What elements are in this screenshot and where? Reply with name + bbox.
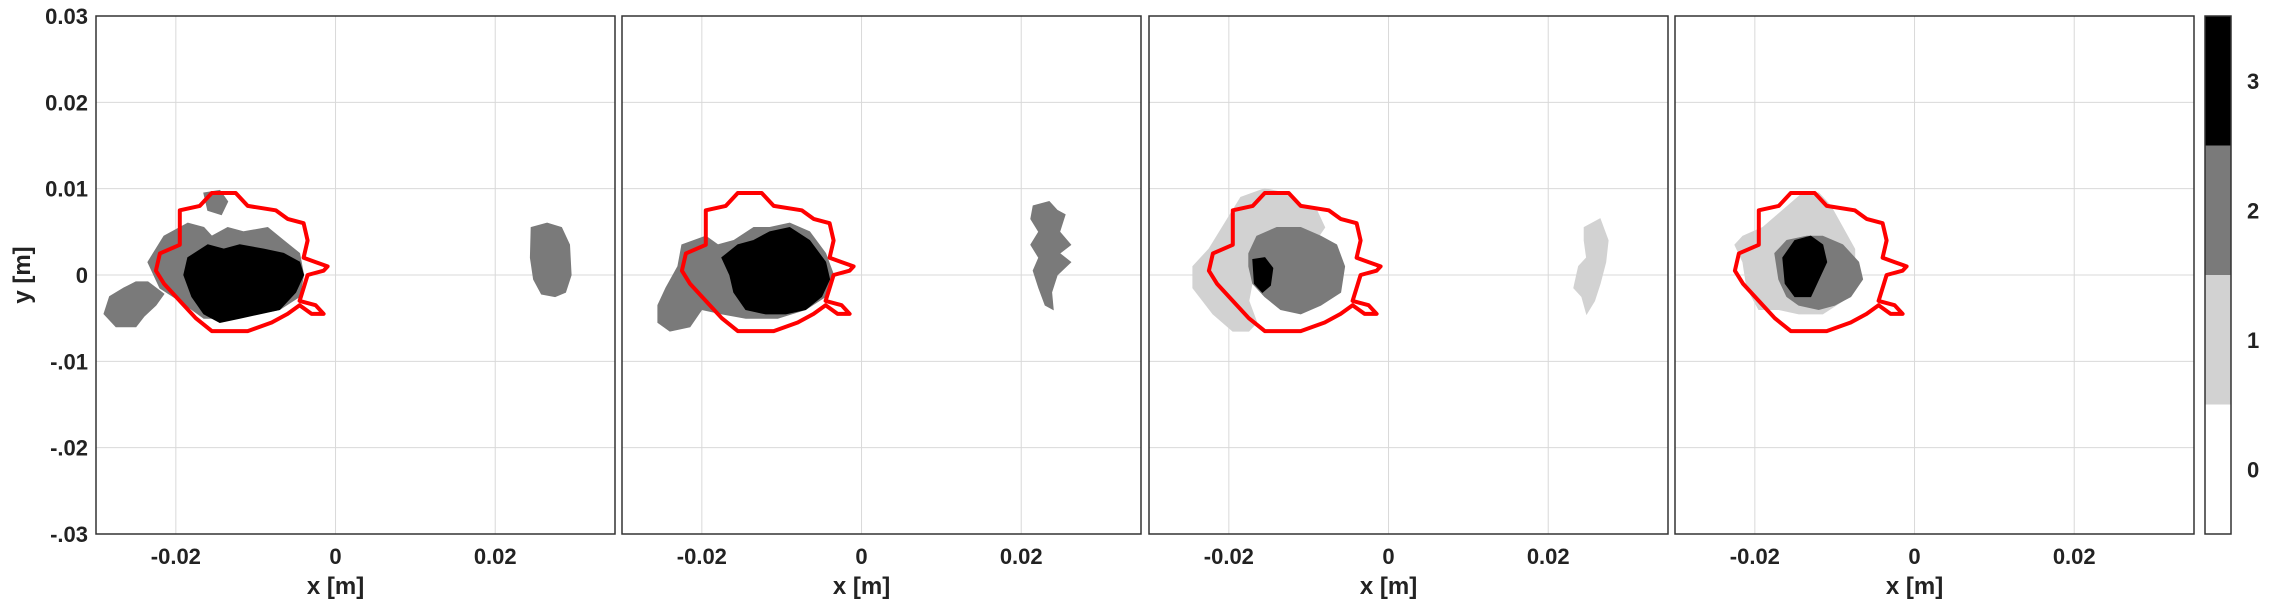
colorbar-tick-label: 1 [2247, 328, 2259, 353]
x-tick-label: 0 [329, 544, 341, 569]
plot-frame [1148, 15, 1669, 535]
x-tick-label: 0.02 [2053, 544, 2096, 569]
x-tick-label: -0.02 [677, 544, 727, 569]
region-level-2 [1248, 227, 1346, 315]
region-level-1 [1573, 218, 1609, 316]
panel-1: -0.02 0 0.02 x [m] [95, 15, 616, 600]
y-axis-label: y [m] [9, 246, 36, 303]
tumor-outline [1206, 191, 1383, 334]
y-tick-label: -.03 [50, 522, 88, 547]
y-tick-label: -.01 [50, 349, 88, 374]
colorbar-segment-3 [2205, 16, 2231, 146]
region-level-2 [529, 222, 572, 298]
x-axis-label: x [m] [307, 573, 364, 600]
panel-2: -0.02 0 0.02 x [m] [621, 15, 1142, 600]
x-tick-label: 0.02 [1527, 544, 1570, 569]
region-level-3 [721, 226, 831, 315]
region-level-2 [1030, 201, 1072, 311]
colorbar-tick-label: 3 [2247, 69, 2259, 94]
colorbar-tick-label: 0 [2247, 457, 2259, 482]
tumor-outline [153, 191, 330, 334]
plot-frame [1674, 15, 2195, 535]
colorbar-segment-1 [2205, 275, 2231, 405]
y-tick-label: -.02 [50, 436, 88, 461]
x-tick-label: 0.02 [1000, 544, 1043, 569]
plot-frame [621, 15, 1142, 535]
panel-4: -0.02 0 0.02 x [m] [1674, 15, 2195, 600]
x-tick-label: -0.02 [1204, 544, 1254, 569]
region-level-3 [183, 244, 305, 324]
y-tick-label: 0.02 [45, 90, 88, 115]
x-axis-label: x [m] [833, 573, 890, 600]
panel-3: -0.02 0 0.02 x [m] [1148, 15, 1669, 600]
y-tick-label: 0.03 [45, 4, 88, 29]
x-tick-label: 0 [855, 544, 867, 569]
colorbar-segment-0 [2205, 404, 2231, 534]
x-tick-label: 0.02 [474, 544, 517, 569]
x-axis-label: x [m] [1886, 573, 1943, 600]
tumor-outline [679, 191, 856, 334]
region-level-2 [103, 281, 165, 328]
colorbar-frame [2204, 15, 2232, 535]
x-tick-label: 0 [1908, 544, 1920, 569]
x-tick-label: 0 [1382, 544, 1394, 569]
x-axis-label: x [m] [1360, 573, 1417, 600]
colorbar-tick-label: 2 [2247, 198, 2259, 223]
region-level-3 [1782, 235, 1828, 298]
region-level-3 [1252, 257, 1274, 293]
x-tick-label: -0.02 [1730, 544, 1780, 569]
x-tick-label: -0.02 [151, 544, 201, 569]
plot-frame [95, 15, 616, 535]
y-tick-label: 0.01 [45, 177, 88, 202]
y-tick-label: 0 [76, 263, 88, 288]
colorbar-segment-2 [2205, 145, 2231, 275]
tumor-outline [1732, 191, 1909, 334]
